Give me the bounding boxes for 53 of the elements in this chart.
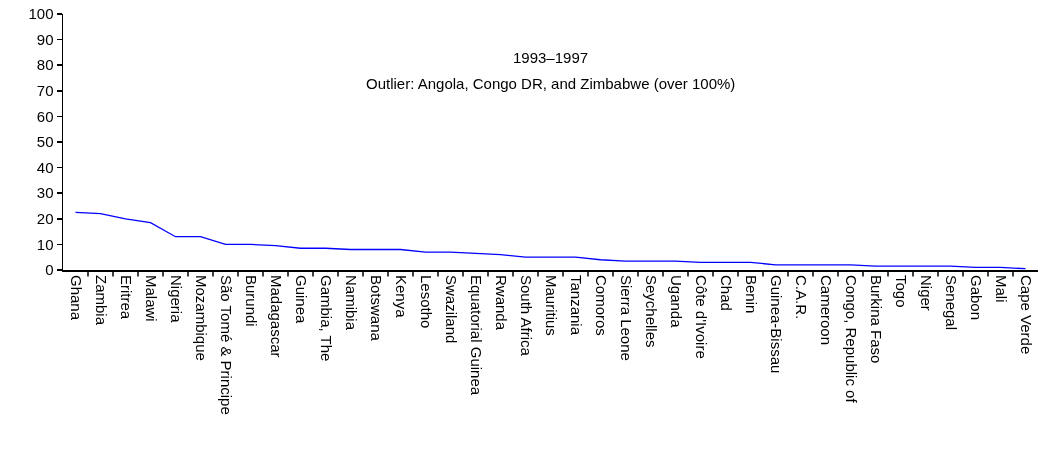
x-tick-label: Cape Verde	[1017, 275, 1035, 355]
x-tick-label: Equatorial Guinea	[467, 275, 485, 396]
x-tick-label: Malawi	[142, 275, 160, 322]
x-tick-label: Niger	[917, 275, 935, 311]
x-tick-label: Zambia	[92, 275, 110, 326]
x-tick-label: Sierra Leone	[617, 275, 635, 361]
x-tick-label: Lesotho	[417, 275, 435, 329]
y-tick-label: 10	[36, 235, 54, 253]
x-tick-label: Mauritius	[542, 275, 560, 336]
x-tick-label: Togo	[892, 275, 910, 308]
x-tick-label: Mozambique	[192, 275, 210, 361]
x-tick-label: Ghana	[67, 275, 85, 321]
x-tick-label: Comoros	[592, 275, 610, 336]
x-tick-label: Gambia, The	[317, 275, 335, 362]
y-tick-label: 60	[36, 107, 54, 125]
x-tick-label: Burundi	[242, 275, 260, 327]
x-tick-label: Seychelles	[642, 275, 660, 348]
y-tick-label: 20	[36, 210, 54, 228]
x-tick-label: Senegal	[942, 275, 960, 331]
x-tick-label: Nigeria	[167, 275, 185, 324]
x-tick-label: Benin	[742, 275, 760, 314]
x-tick-label: South Africa	[517, 275, 535, 357]
x-tick-label: Cameroon	[817, 275, 835, 346]
x-tick-label: Botswana	[367, 275, 385, 342]
y-tick-label: 40	[36, 158, 54, 176]
x-tick-label: Eritrea	[117, 275, 135, 320]
annotation: 1993–1997	[513, 49, 589, 66]
x-tick-label: Swaziland	[442, 275, 460, 344]
annotation: Outlier: Angola, Congo DR, and Zimbabwe (over 100%)	[366, 75, 736, 92]
x-tick-label: Côte d'Ivoire	[692, 275, 710, 359]
x-tick-label: Mali	[992, 275, 1010, 303]
x-tick-label: São Tomé & Principe	[217, 275, 235, 415]
x-tick-label: Congo, Republic of	[842, 275, 860, 404]
x-tick-label: Burkina Faso	[867, 275, 885, 364]
x-tick-label: Chad	[717, 275, 735, 311]
x-tick-label: Gabon	[967, 275, 985, 321]
x-tick-label: Tanzania	[567, 275, 585, 336]
y-tick-label: 90	[36, 30, 54, 48]
x-tick-label: Guinea-Bissau	[767, 275, 785, 374]
x-tick-label: Rwanda	[492, 275, 510, 331]
y-tick-label: 70	[36, 82, 54, 100]
y-tick-label: 30	[36, 184, 54, 202]
x-tick-label: Madagascar	[267, 275, 285, 358]
x-tick-label: Kenya	[392, 275, 410, 319]
y-tick-label: 0	[45, 261, 54, 279]
x-tick-label: Namibia	[342, 275, 360, 331]
y-tick-label: 80	[36, 56, 54, 74]
x-tick-label: C.A.R.	[792, 275, 810, 320]
y-tick-label: 50	[36, 133, 54, 151]
x-tick-label: Uganda	[667, 275, 685, 329]
x-tick-label: Guinea	[292, 275, 310, 325]
line-series	[74, 211, 1027, 270]
y-tick-label: 100	[28, 5, 54, 23]
